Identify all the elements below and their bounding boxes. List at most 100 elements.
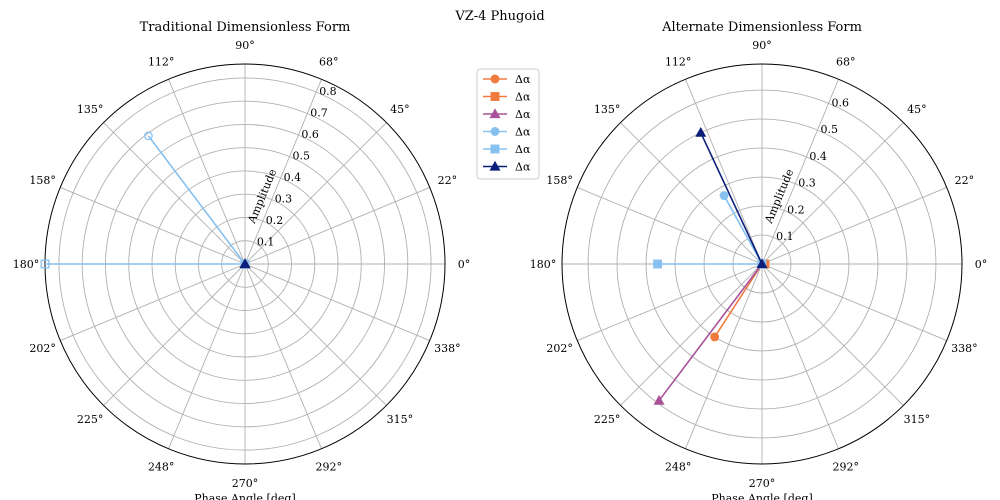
series-line	[723, 195, 763, 265]
angle-tick-label: 90°	[235, 39, 255, 52]
angular-gridline	[244, 263, 430, 341]
angular-gridline	[620, 263, 763, 406]
angular-gridline	[761, 187, 947, 265]
radial-axis-label: Amplitude	[762, 167, 796, 226]
legend-marker	[490, 74, 500, 84]
angle-tick-label: 202°	[29, 342, 56, 355]
angular-gridline	[761, 122, 904, 265]
angle-tick-label: 270°	[749, 477, 776, 490]
angle-tick-label: 248°	[148, 460, 175, 473]
angular-gridline	[244, 122, 387, 265]
figure-title: VZ-4 Phugoid	[454, 9, 544, 24]
panel-title: Alternate Dimensionless Form	[661, 20, 862, 35]
angle-tick-label: 248°	[665, 460, 692, 473]
x-axis-label: Phase Angle [deg]	[194, 492, 295, 500]
series-marker	[710, 332, 720, 342]
radial-tick-label: 0.2	[787, 203, 805, 216]
angular-gridline	[620, 122, 763, 265]
legend-marker	[490, 92, 500, 101]
series-marker-origin	[756, 258, 768, 269]
angular-gridline	[577, 263, 763, 341]
series-marker	[239, 258, 251, 269]
radial-tick-label: 0.4	[284, 171, 302, 184]
series-line	[713, 263, 763, 338]
series-line	[658, 263, 763, 402]
angular-gridline	[60, 263, 246, 341]
legend-label: Δα	[515, 161, 531, 174]
angular-gridline	[244, 263, 322, 449]
radial-tick-label: 0.6	[301, 128, 319, 141]
radial-tick-label: 0.1	[257, 236, 275, 249]
angle-tick-label: 180°	[13, 258, 40, 271]
angular-gridline	[168, 263, 246, 449]
angle-tick-label: 22°	[955, 174, 975, 187]
angle-tick-label: 338°	[951, 342, 978, 355]
series-marker	[143, 131, 153, 141]
radial-tick-label: 0.2	[266, 214, 284, 227]
angle-tick-label: 158°	[29, 174, 56, 187]
angle-tick-label: 315°	[387, 413, 414, 426]
angle-tick-label: 225°	[77, 413, 104, 426]
angle-tick-label: 68°	[319, 56, 339, 69]
panel-title: Traditional Dimensionless Form	[140, 20, 351, 35]
angular-gridline	[244, 187, 430, 265]
angle-tick-label: 68°	[836, 56, 856, 69]
angular-gridline	[761, 263, 839, 449]
radial-tick-label: 0.5	[820, 123, 838, 136]
angle-tick-label: 158°	[546, 174, 573, 187]
angle-tick-label: 292°	[833, 460, 860, 473]
series-marker	[653, 394, 665, 405]
angular-gridline	[244, 79, 322, 265]
polar-panel-1: 0° 22° 45° 68° 90° 112° 135° 158° 180° 202° 225° 24…	[13, 20, 471, 500]
angular-gridline	[60, 187, 246, 265]
legend-marker	[489, 108, 501, 119]
angular-gridline	[685, 263, 763, 449]
series-line	[700, 132, 763, 265]
series-marker	[653, 259, 663, 269]
radial-tick-label: 0.6	[832, 96, 850, 109]
radial-tick-label: 0.7	[310, 107, 328, 120]
legend-label: Δα	[515, 91, 531, 104]
polar-panel-2: 0° 22° 45° 68° 90° 112° 135° 158° 180° 202° 225° 24…	[530, 20, 988, 500]
angle-tick-label: 0°	[975, 258, 988, 271]
angle-tick-label: 135°	[77, 103, 104, 116]
angular-gridline	[103, 263, 246, 406]
angle-tick-label: 202°	[546, 342, 573, 355]
x-axis-label: Phase Angle [deg]	[711, 492, 812, 500]
angle-tick-label: 270°	[232, 477, 259, 490]
angle-tick-label: 0°	[458, 258, 471, 271]
legend-label: Δα	[515, 73, 531, 86]
angle-tick-label: 112°	[665, 56, 692, 69]
angle-tick-label: 135°	[594, 103, 621, 116]
angle-tick-label: 45°	[390, 103, 410, 116]
angle-tick-label: 45°	[907, 103, 927, 116]
series-marker	[695, 126, 707, 137]
angle-tick-label: 225°	[594, 413, 621, 426]
angle-tick-label: 180°	[530, 258, 557, 271]
radial-tick-label: 0.3	[798, 177, 816, 190]
angular-gridline	[103, 122, 246, 265]
legend-label: Δα	[515, 126, 531, 139]
radial-tick-label: 0.4	[809, 150, 827, 163]
polar-frame	[561, 63, 963, 465]
angle-tick-label: 338°	[434, 342, 461, 355]
radial-tick-label: 0.5	[292, 150, 310, 163]
angle-tick-label: 315°	[904, 413, 931, 426]
legend-marker	[490, 127, 500, 136]
angle-tick-label: 292°	[316, 460, 343, 473]
angle-tick-label: 90°	[752, 39, 772, 52]
angular-gridline	[685, 79, 763, 265]
radial-tick-label: 0.8	[319, 85, 337, 98]
legend-label: Δα	[515, 143, 531, 156]
angular-gridline	[761, 263, 947, 341]
angle-tick-label: 112°	[148, 56, 175, 69]
angular-gridline	[168, 79, 246, 265]
radial-tick-label: 0.1	[776, 230, 794, 243]
angular-gridline	[761, 263, 904, 406]
angular-gridline	[577, 187, 763, 265]
legend: Δα Δα Δα Δα Δα Δα	[476, 68, 540, 180]
legend-marker	[489, 160, 501, 171]
series-line	[147, 135, 246, 265]
angle-tick-label: 22°	[438, 174, 458, 187]
